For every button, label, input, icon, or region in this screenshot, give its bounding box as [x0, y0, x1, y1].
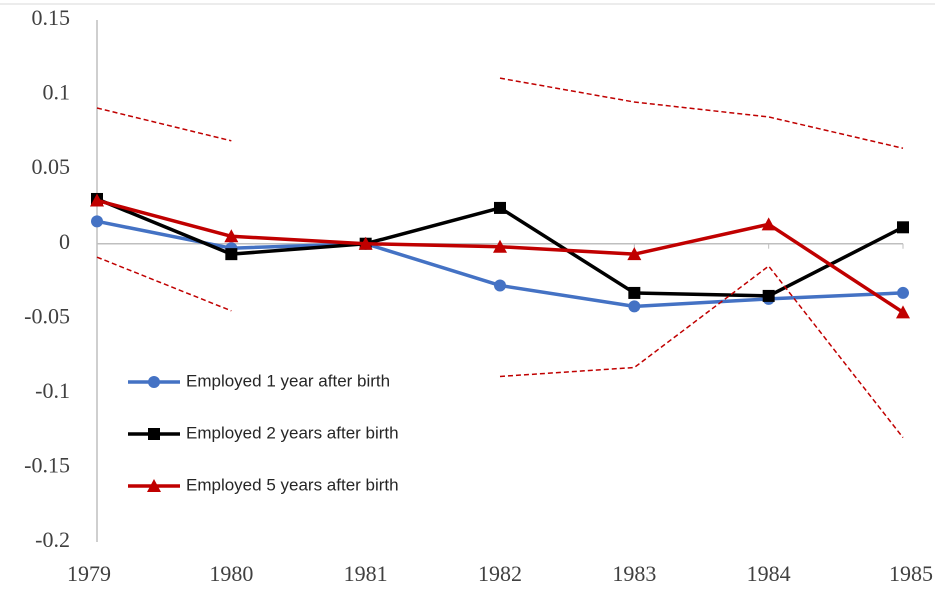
interval-line	[96, 256, 904, 439]
legend-entry: Employed 1 year after birth	[128, 371, 390, 390]
legend-marker	[148, 428, 160, 440]
point	[896, 305, 910, 319]
x-tick-label: 1985	[889, 561, 933, 586]
y-tick-label: 0	[59, 229, 70, 254]
series-line	[96, 198, 904, 314]
point	[90, 193, 104, 207]
legend-marker	[148, 376, 160, 388]
legend-entry: Employed 5 years after birth	[128, 475, 399, 494]
point	[897, 221, 909, 234]
x-tick-label: 1979	[67, 561, 111, 586]
point	[493, 239, 507, 253]
y-tick-label: -0.15	[24, 452, 70, 477]
legend-label: Employed 5 years after birth	[186, 475, 399, 494]
y-tick-label: -0.05	[24, 303, 70, 328]
point	[91, 215, 103, 228]
legend-label: Employed 2 years after birth	[186, 423, 399, 442]
y-tick-label: -0.2	[35, 527, 70, 552]
point	[762, 289, 775, 302]
point	[761, 217, 776, 231]
point	[628, 286, 641, 299]
x-tick-label: 1983	[612, 561, 656, 586]
x-tick-label: 1981	[344, 561, 388, 586]
y-tick-label: 0.1	[43, 80, 71, 105]
point	[494, 201, 506, 214]
legend-marker	[147, 479, 161, 492]
x-tick-label: 1980	[209, 561, 253, 586]
point	[897, 286, 909, 299]
legend-entry: Employed 2 years after birth	[128, 423, 399, 442]
x-tick-label: 1982	[478, 561, 522, 586]
point	[224, 229, 239, 243]
legend-label: Employed 1 year after birth	[186, 371, 390, 390]
y-tick-label: -0.1	[35, 378, 70, 403]
y-tick-label: 0.05	[32, 154, 71, 179]
point	[225, 248, 238, 261]
point	[358, 236, 373, 250]
point	[627, 247, 642, 261]
interval-line	[96, 77, 904, 149]
y-tick-label: 0.15	[32, 5, 71, 30]
point	[494, 279, 506, 292]
x-tick-label: 1984	[747, 561, 791, 586]
point	[628, 300, 641, 313]
